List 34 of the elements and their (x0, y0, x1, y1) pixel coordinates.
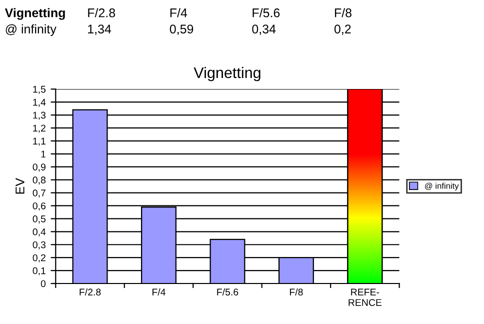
y-tick-label: 0,1 (32, 267, 46, 276)
y-tick-label: 0,3 (32, 241, 46, 250)
y-tick-label: 1,1 (33, 138, 46, 146)
text: 0,34 (252, 24, 276, 35)
y-tick-label: 1,4 (33, 98, 46, 107)
chart-title: Vignetting (4, 8, 65, 20)
category-label: F/5.6 (252, 8, 280, 18)
y-tick-label: 0,7 (32, 190, 46, 198)
text: 0,59 (170, 24, 194, 35)
y-tick-label: 0,4 (32, 228, 46, 236)
category-label: F/2.8 (88, 8, 116, 18)
y-axis-title: EV (16, 178, 24, 194)
x-tick-label: F/8 (290, 288, 303, 296)
text: 0,2 (334, 24, 351, 35)
chart-title: Vignetting (194, 66, 260, 82)
y-tick-label: 0,2 (32, 254, 46, 262)
y-tick-label: 0 (40, 280, 46, 288)
y-tick-label: 0,8 (32, 176, 46, 185)
x-tick-label: REFE- RENCE (348, 288, 382, 306)
x-tick-label: F/2.8 (80, 288, 101, 296)
category-label: F/8 (334, 8, 352, 18)
y-tick-label: 1,3 (33, 112, 46, 120)
y-tick-label: 0,5 (32, 215, 46, 224)
y-tick-label: 0,6 (32, 202, 46, 211)
category-label: F/4 (170, 8, 188, 18)
y-tick-label: 1 (41, 150, 46, 158)
x-tick-label: F/4 (152, 288, 166, 296)
text: @ infinity (6, 24, 56, 36)
y-tick-label: 1,5 (33, 86, 46, 94)
y-tick-label: 1,2 (33, 124, 46, 133)
text: 1,34 (88, 24, 112, 35)
legend-label: @ infinity (425, 182, 459, 190)
y-tick-label: 0,9 (32, 164, 46, 172)
x-tick-label: F/5.6 (217, 288, 238, 296)
